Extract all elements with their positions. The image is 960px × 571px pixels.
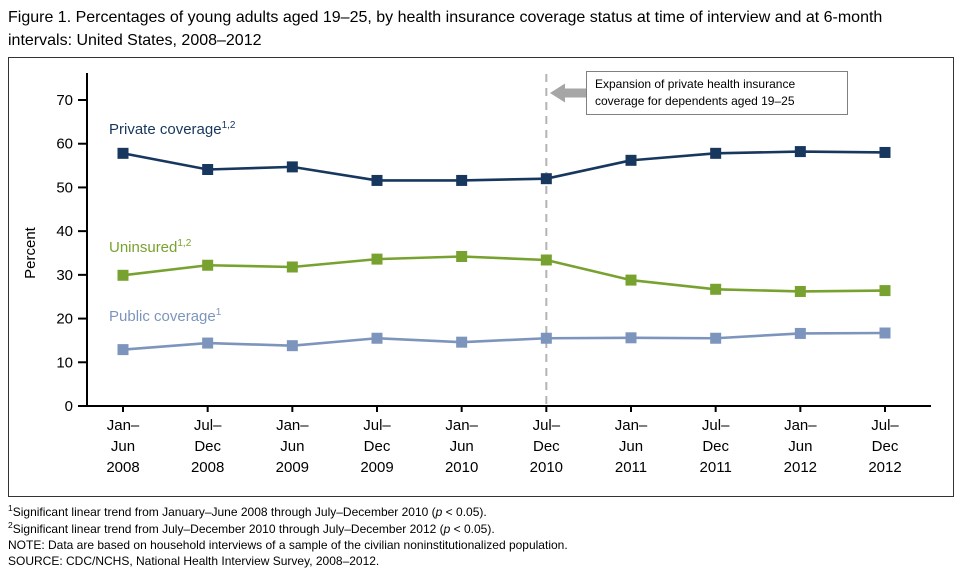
x-tick-label: Jul– Dec 2011 — [700, 417, 732, 476]
data-point-marker — [710, 147, 722, 159]
series-label-private-coverage: Private coverage1,2 — [109, 120, 236, 138]
data-point-marker — [879, 285, 891, 297]
annotation-box: Expansion of private health insurance co… — [586, 71, 848, 115]
data-point-marker — [540, 173, 552, 185]
y-tick-label: 20 — [56, 311, 73, 328]
x-tick-label: Jul– Dec 2010 — [530, 417, 563, 476]
annotation-text: Expansion of private health insurance co… — [595, 77, 796, 108]
axes: 0 10 20 30 40 50 60 70 Jan– Jun 2008 Jul– Dec 2008 Jan… — [56, 73, 931, 476]
data-point-marker — [794, 327, 806, 339]
data-point-marker — [286, 161, 298, 173]
data-point-marker — [710, 283, 722, 295]
chart-area: 0 10 20 30 40 50 60 70 Jan– Jun 2008 Jul– Dec 2008 Jan… — [8, 57, 954, 497]
footnote-line: SOURCE: CDC/NCHS, National Health Interv… — [8, 554, 380, 569]
data-point-marker — [456, 250, 468, 262]
data-point-marker — [794, 285, 806, 297]
x-tick-label: Jan– Jun 2008 — [106, 417, 140, 476]
data-point-marker — [625, 274, 637, 286]
figure-title: Figure 1. Percentages of young adults ag… — [8, 9, 883, 50]
data-point-marker — [202, 259, 214, 271]
series-line-public-coverage — [122, 331, 886, 351]
data-point-marker — [117, 269, 129, 281]
y-tick-label: 60 — [56, 136, 73, 153]
series-line-private-coverage — [122, 150, 886, 182]
data-point-marker — [625, 154, 637, 166]
data-point-marker — [117, 147, 129, 159]
data-point-marker — [202, 164, 214, 176]
x-tick-label: Jan– Jun 2011 — [615, 417, 648, 476]
y-tick-label: 40 — [56, 223, 73, 240]
data-point-marker — [371, 174, 383, 186]
data-point-marker — [202, 337, 214, 349]
data-point-marker — [286, 340, 298, 352]
data-point-marker — [456, 336, 468, 348]
data-point-marker — [710, 332, 722, 344]
y-tick-label: 30 — [56, 267, 73, 284]
data-point-marker — [371, 332, 383, 344]
data-point-marker — [879, 146, 891, 158]
x-tick-label: Jan– Jun 2009 — [276, 417, 310, 476]
x-tick-label: Jan– Jun 2012 — [784, 417, 818, 476]
footnote-line: 1Significant linear trend from January–J… — [8, 503, 487, 519]
data-point-marker — [117, 344, 129, 356]
data-point-marker — [540, 332, 552, 344]
data-point-marker — [286, 261, 298, 273]
footnote-line: NOTE: Data are based on household interv… — [8, 538, 568, 553]
x-tick-label: Jan– Jun 2010 — [445, 417, 479, 476]
data-point-marker — [879, 327, 891, 339]
annotation-arrow-icon — [550, 83, 587, 103]
x-tick-label: Jul– Dec 2012 — [868, 417, 901, 476]
series-label-public-coverage: Public coverage1 — [109, 307, 222, 325]
series-public-coverage — [117, 327, 891, 356]
data-point-marker — [625, 332, 637, 344]
y-tick-label: 70 — [56, 92, 73, 109]
series-private-coverage — [117, 146, 891, 186]
y-tick-label: 10 — [56, 354, 73, 371]
y-tick-label: 0 — [65, 398, 73, 415]
y-tick-label: 50 — [56, 179, 73, 196]
x-tick-label: Jul– Dec 2008 — [191, 417, 224, 476]
y-axis-title: Percent — [22, 226, 39, 279]
series-uninsured — [117, 250, 891, 297]
data-point-marker — [794, 146, 806, 158]
data-point-marker — [456, 174, 468, 186]
footnotes: 1Significant linear trend from January–J… — [8, 503, 952, 569]
data-point-marker — [540, 254, 552, 266]
series-line-uninsured — [122, 255, 886, 293]
footnote-line: 2Significant linear trend from July–Dece… — [8, 520, 495, 537]
chart-svg: 0 10 20 30 40 50 60 70 Jan– Jun 2008 Jul– Dec 2008 Jan… — [22, 73, 931, 476]
x-tick-label: Jul– Dec 2009 — [360, 417, 393, 476]
data-point-marker — [371, 253, 383, 265]
series-label-uninsured: Uninsured1,2 — [109, 238, 192, 256]
